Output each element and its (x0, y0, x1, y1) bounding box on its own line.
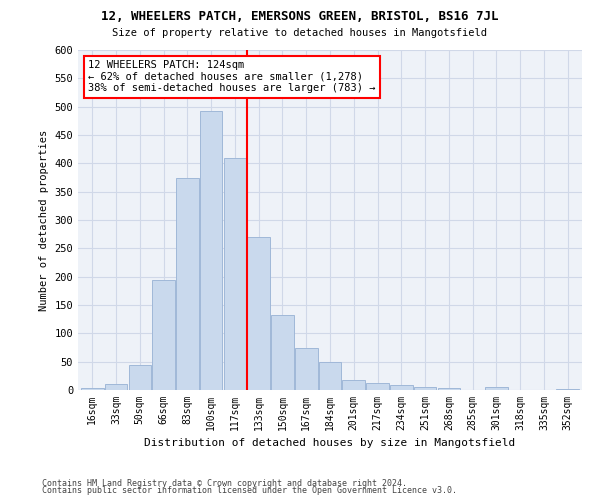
Bar (295, 348, 317, 390)
Text: 12 WHEELERS PATCH: 124sqm
← 62% of detached houses are smaller (1,278)
38% of se: 12 WHEELERS PATCH: 124sqm ← 62% of detac… (88, 60, 376, 94)
Bar (152, 280, 175, 390)
Y-axis label: Number of detached properties: Number of detached properties (39, 130, 49, 310)
Bar (247, 237, 270, 390)
Bar (556, 389, 579, 390)
Bar (437, 388, 460, 390)
Bar (176, 178, 199, 390)
Bar (390, 386, 413, 390)
Bar (224, 158, 246, 390)
Text: Contains HM Land Registry data © Crown copyright and database right 2024.: Contains HM Land Registry data © Crown c… (42, 478, 407, 488)
Bar (485, 387, 508, 390)
Text: 12, WHEELERS PATCH, EMERSONS GREEN, BRISTOL, BS16 7JL: 12, WHEELERS PATCH, EMERSONS GREEN, BRIS… (101, 10, 499, 23)
Bar (200, 110, 223, 390)
Bar (105, 384, 127, 390)
Bar (319, 362, 341, 390)
Text: Size of property relative to detached houses in Mangotsfield: Size of property relative to detached ho… (113, 28, 487, 38)
Bar (414, 386, 436, 390)
Bar (271, 314, 294, 390)
Bar (343, 380, 365, 390)
Bar (81, 388, 104, 390)
Bar (366, 383, 389, 390)
Bar (128, 364, 151, 390)
X-axis label: Distribution of detached houses by size in Mangotsfield: Distribution of detached houses by size … (145, 438, 515, 448)
Text: Contains public sector information licensed under the Open Government Licence v3: Contains public sector information licen… (42, 486, 457, 495)
